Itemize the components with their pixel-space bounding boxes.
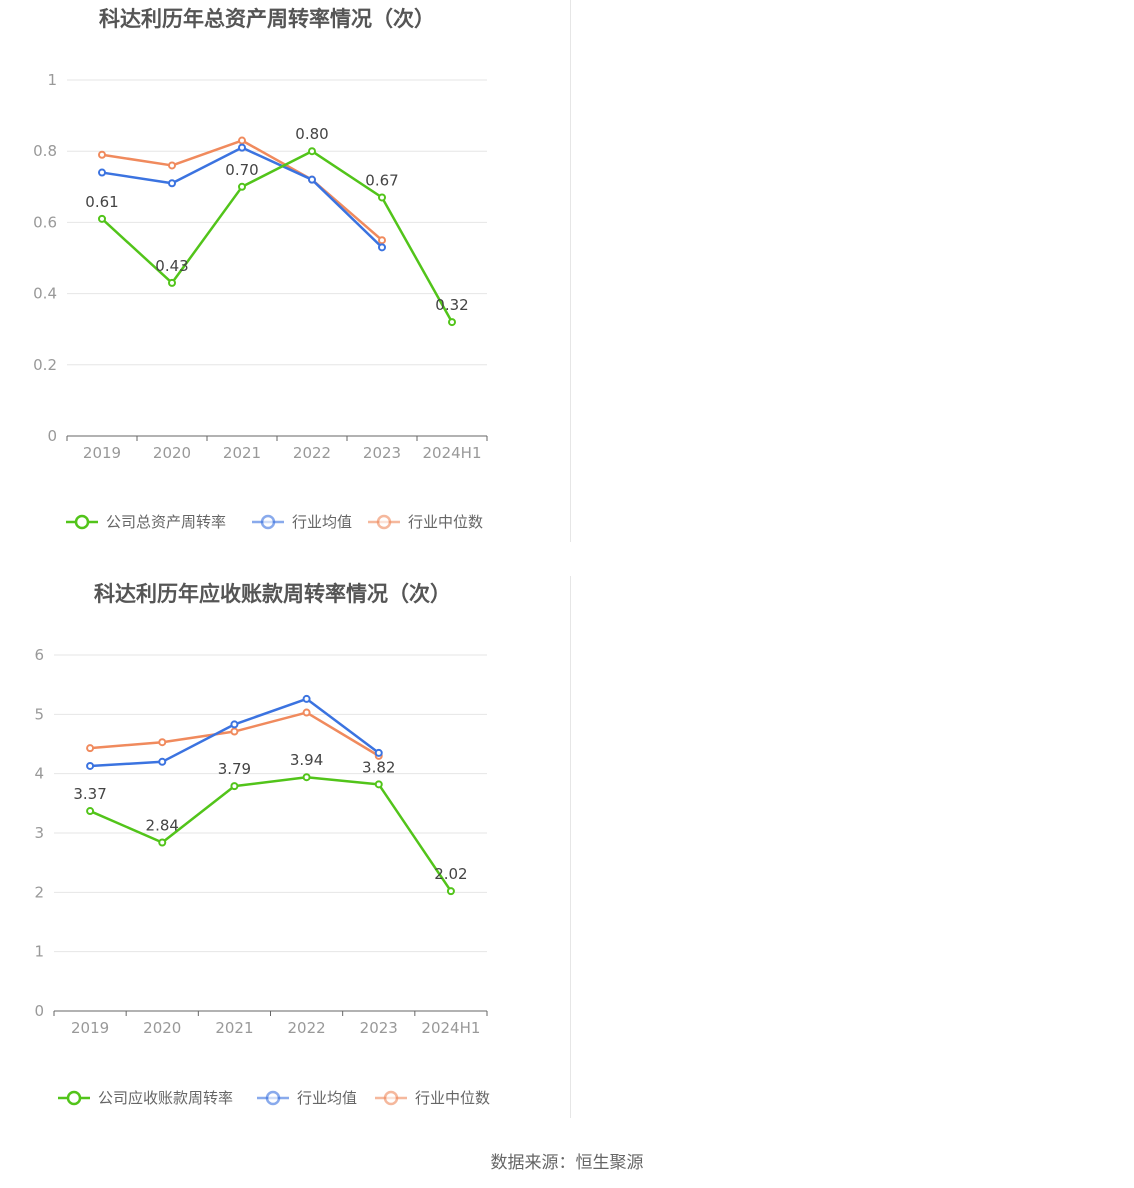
y-tick-label: 5 [34, 705, 44, 723]
data-point-company[interactable] [98, 214, 106, 223]
x-tick-label: 2023 [363, 444, 401, 462]
data-point-median[interactable] [378, 236, 386, 245]
data-point-median[interactable] [230, 727, 239, 736]
data-label: 3.37 [73, 785, 106, 803]
data-label: 0.67 [365, 171, 398, 189]
data-point-company[interactable] [158, 838, 167, 847]
x-tick-label: 2022 [287, 1019, 325, 1037]
x-tick-label: 2022 [293, 444, 331, 462]
chart-svg: 科达利历年存货周转率情况（次）0123456782019202020212022… [567, 576, 1134, 1152]
data-point-company[interactable] [238, 182, 246, 191]
data-point-avg[interactable] [374, 748, 383, 757]
legend-item-company[interactable]: 公司总资产周转率 [66, 513, 226, 531]
chart-title: 科达利历年应收账款周转率情况（次） [94, 582, 451, 606]
chart-panel-fixed-asset-turnover: 科达利历年固定资产周转率情况（次）00.511.522.533.52019202… [567, 0, 1134, 576]
chart-svg: 科达利历年总资产周转率情况（次） 0 0.2 0.4 0.6 0.8 1 2019 2020 20… [33, 7, 488, 531]
y-tick-label: 2 [34, 883, 44, 901]
data-point-median[interactable] [238, 136, 246, 145]
x-tick-label: 2023 [360, 1019, 398, 1037]
data-label: 0.80 [295, 125, 328, 143]
y-tick-label: 0.8 [33, 142, 57, 160]
y-tick-label: 0 [34, 1002, 44, 1020]
data-point-avg[interactable] [158, 757, 167, 766]
data-point-median[interactable] [168, 161, 176, 170]
y-tick-label: 4 [34, 765, 44, 783]
x-tick-label: 2021 [215, 1019, 253, 1037]
divider-top [570, 0, 571, 542]
x-tick-label: 2024H1 [421, 1019, 480, 1037]
x-tick-label: 2019 [83, 444, 121, 462]
data-label: 2.84 [146, 816, 179, 834]
chart-panel-inventory-turnover: 科达利历年存货周转率情况（次）0123456782019202020212022… [567, 576, 1134, 1152]
data-label: 3.94 [290, 751, 323, 769]
data-point-median[interactable] [158, 738, 167, 747]
data-point-company[interactable] [86, 807, 95, 816]
legend-label: 公司应收账款周转率 [98, 1089, 233, 1107]
y-tick-label: 6 [34, 646, 44, 664]
x-tick-label: 2019 [71, 1019, 109, 1037]
data-label: 0.70 [225, 161, 258, 179]
data-point-company[interactable] [374, 780, 383, 789]
series-line-company [89, 775, 452, 892]
x-tick-label: 2020 [143, 1019, 181, 1037]
data-point-avg[interactable] [86, 761, 95, 770]
chart-panel-receivables-turnover: 科达利历年应收账款周转率情况（次） 0 1 2 3 4 5 6 2019 2020 2021 2022… [0, 576, 567, 1152]
y-tick-label: 3 [34, 824, 44, 842]
y-tick-label: 0 [47, 427, 57, 445]
x-tick-label: 2024H1 [423, 444, 482, 462]
data-point-company[interactable] [308, 147, 316, 156]
data-point-avg[interactable] [230, 720, 239, 729]
data-source-note: 数据来源：恒生聚源 [490, 1153, 644, 1173]
data-point-company[interactable] [168, 278, 176, 287]
data-label: 2.02 [434, 865, 467, 883]
x-tick-label: 2020 [153, 444, 191, 462]
data-point-avg[interactable] [302, 694, 311, 703]
data-point-median[interactable] [98, 150, 106, 159]
y-tick-label: 1 [34, 943, 44, 961]
data-label: 0.43 [155, 257, 188, 275]
legend-item-avg[interactable]: 行业均值 [252, 513, 352, 531]
legend-item-median[interactable]: 行业中位数 [375, 1089, 490, 1107]
legend-label: 行业中位数 [415, 1089, 490, 1107]
data-label: 3.79 [218, 760, 251, 778]
data-point-avg[interactable] [378, 243, 386, 252]
y-tick-label: 0.6 [33, 213, 57, 231]
divider-bottom [570, 576, 571, 1118]
y-tick-label: 0.4 [33, 285, 57, 303]
legend-label: 行业中位数 [408, 513, 483, 531]
legend-item-avg[interactable]: 行业均值 [257, 1089, 357, 1107]
data-point-company[interactable] [230, 782, 239, 791]
chart-title: 科达利历年总资产周转率情况（次） [99, 7, 435, 31]
data-point-company[interactable] [302, 773, 311, 782]
x-tick-label: 2021 [223, 444, 261, 462]
legend-item-median[interactable]: 行业中位数 [368, 513, 483, 531]
legend-label: 行业均值 [297, 1089, 357, 1107]
series-line-company [101, 149, 454, 323]
data-point-avg[interactable] [238, 143, 246, 152]
y-tick-label: 0.2 [33, 356, 57, 374]
legend-label: 公司总资产周转率 [106, 513, 226, 531]
data-point-avg[interactable] [168, 179, 176, 188]
data-point-avg[interactable] [308, 175, 316, 184]
data-point-company[interactable] [378, 193, 386, 202]
legend-item-company[interactable]: 公司应收账款周转率 [58, 1089, 233, 1107]
y-tick-label: 1 [47, 71, 57, 89]
data-point-median[interactable] [86, 744, 95, 753]
chart-svg: 科达利历年应收账款周转率情况（次） 0 1 2 3 4 5 6 2019 2020 2021 2022… [34, 582, 490, 1107]
data-point-median[interactable] [302, 708, 311, 717]
data-label: 3.82 [362, 758, 395, 776]
data-point-company[interactable] [448, 318, 456, 327]
data-label: 0.32 [435, 296, 468, 314]
chart-svg: 科达利历年固定资产周转率情况（次）00.511.522.533.52019202… [567, 0, 1134, 576]
data-label: 0.61 [85, 193, 118, 211]
data-point-company[interactable] [446, 887, 455, 896]
chart-panel-total-asset-turnover: 科达利历年总资产周转率情况（次） 0 0.2 0.4 0.6 0.8 1 2019 2020 20… [0, 0, 567, 576]
data-point-avg[interactable] [98, 168, 106, 177]
legend-label: 行业均值 [292, 513, 352, 531]
